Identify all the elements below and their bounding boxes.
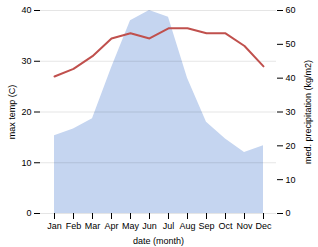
svg-text:Jun: Jun [142,221,157,231]
svg-text:10: 10 [286,175,296,185]
svg-text:0: 0 [286,208,291,218]
svg-text:30: 30 [286,107,296,117]
svg-text:med. precipitation (kg/m2): med. precipitation (kg/m2) [303,60,313,164]
svg-text:date (month): date (month) [133,236,184,246]
svg-text:10: 10 [21,158,31,168]
svg-text:Feb: Feb [66,221,82,231]
svg-text:Mar: Mar [85,221,101,231]
svg-text:max temp (C): max temp (C) [7,85,17,140]
svg-text:May: May [122,221,140,231]
svg-text:Nov: Nov [236,221,253,231]
svg-text:40: 40 [21,5,31,15]
svg-text:Aug: Aug [179,221,195,231]
svg-text:Sep: Sep [198,221,214,231]
svg-text:20: 20 [286,141,296,151]
svg-text:60: 60 [286,5,296,15]
svg-text:30: 30 [21,56,31,66]
svg-text:Oct: Oct [218,221,233,231]
svg-text:50: 50 [286,39,296,49]
svg-text:Jan: Jan [47,221,62,231]
svg-text:20: 20 [21,107,31,117]
svg-text:0: 0 [26,208,31,218]
svg-text:Dec: Dec [255,221,272,231]
svg-text:Jul: Jul [163,221,175,231]
svg-text:40: 40 [286,73,296,83]
svg-text:Apr: Apr [104,221,118,231]
